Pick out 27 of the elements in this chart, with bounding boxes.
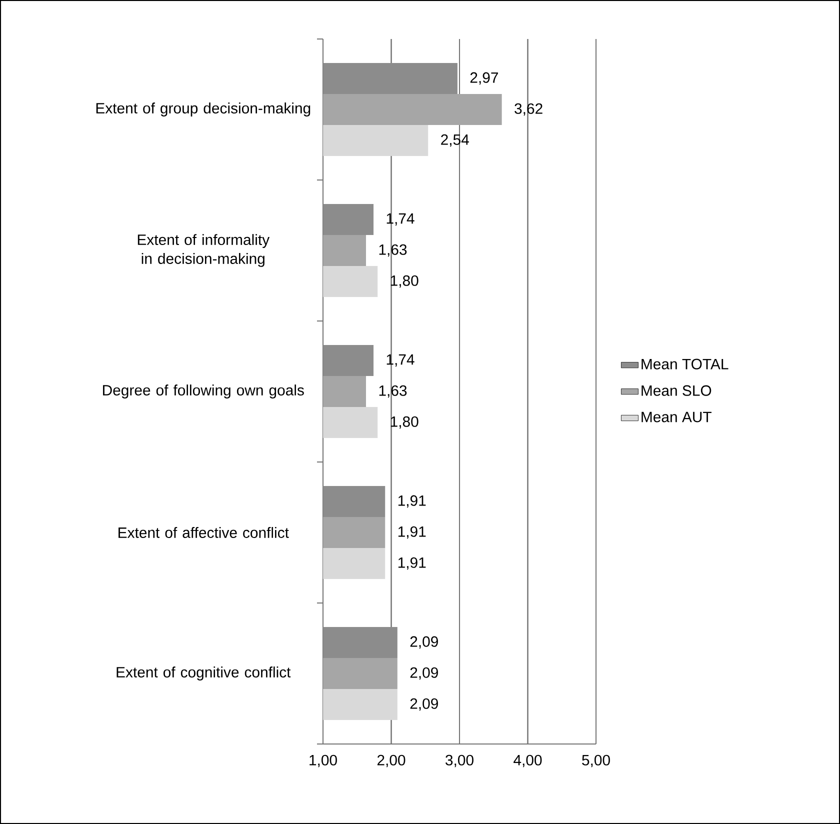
- data-label: 2,97: [470, 72, 498, 85]
- legend-label: Mean AUT: [642, 412, 712, 422]
- data-label: 1,91: [398, 526, 426, 539]
- legend-label: Mean TOTAL: [642, 358, 728, 370]
- data-label: 1,80: [390, 275, 418, 288]
- data-label: 2,09: [410, 636, 438, 649]
- data-label: 1,63: [379, 244, 407, 257]
- x-tick-label: 4,00: [514, 754, 542, 768]
- data-label: 1,91: [398, 557, 426, 570]
- data-label: 3,62: [514, 103, 542, 116]
- y-tick-label: Extent of group decision-making: [96, 102, 310, 116]
- data-label: 1,63: [379, 385, 407, 398]
- data-label: 2,09: [410, 667, 438, 680]
- y-tick-label: Extent of affective conflict: [118, 527, 289, 538]
- data-label: 2,09: [410, 698, 438, 711]
- y-tick-label: Extent of informality in decision-making: [138, 234, 270, 267]
- data-label: 1,80: [390, 416, 418, 429]
- y-tick-label: Extent of cognitive conflict: [116, 666, 291, 680]
- x-tick-label: 1,00: [310, 754, 337, 768]
- x-tick-label: 5,00: [582, 754, 610, 768]
- x-tick-label: 2,00: [377, 754, 406, 768]
- y-tick-label: Degree of following own goals: [103, 384, 304, 398]
- data-label: 1,74: [386, 213, 414, 226]
- data-label: 1,91: [398, 495, 426, 508]
- x-tick-label: 3,00: [446, 754, 474, 768]
- data-label: 1,74: [386, 354, 414, 367]
- legend-label: Mean SLO: [642, 385, 712, 396]
